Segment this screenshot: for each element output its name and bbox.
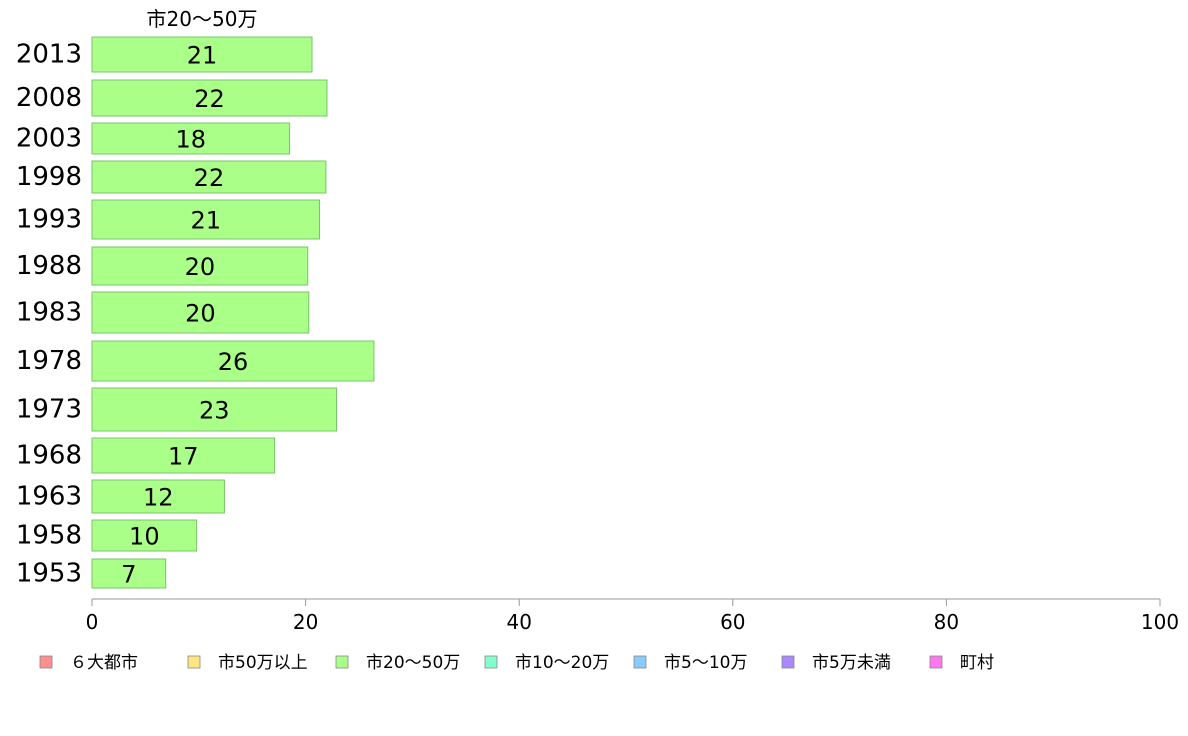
y-tick-label: 1983 xyxy=(16,298,82,328)
bar-1968 xyxy=(91,437,276,474)
legend-swatch xyxy=(335,655,349,669)
bar-1963 xyxy=(91,479,225,514)
data-label: 21 xyxy=(190,207,221,235)
data-label: 17 xyxy=(168,443,199,471)
legend-label: 市10～20万 xyxy=(515,653,609,673)
x-tick-label: 80 xyxy=(934,610,959,634)
legend-swatch xyxy=(484,655,498,669)
x-tick-label: 20 xyxy=(293,610,318,634)
bar-2003 xyxy=(91,122,291,155)
y-tick-label: 1993 xyxy=(16,205,82,235)
series-title: 市20～50万 xyxy=(147,7,258,31)
x-tick-label: 60 xyxy=(720,610,745,634)
legend-label: 市5～10万 xyxy=(664,653,747,673)
bar-1983 xyxy=(91,291,310,334)
bar-1978 xyxy=(91,340,375,382)
legend-label: 市20～50万 xyxy=(366,653,460,673)
legend: ６大都市 市50万以上 市20～50万 市10～20万 市5～10万 市5万未満 町村 xyxy=(39,653,994,673)
y-tick-label: 1998 xyxy=(16,162,82,192)
x-tick-label: 0 xyxy=(86,610,99,634)
y-tick-label: 1968 xyxy=(16,441,82,471)
legend-swatch xyxy=(929,655,943,669)
bar-1998 xyxy=(91,160,327,194)
y-tick-label: 1978 xyxy=(16,346,82,376)
legend-swatch xyxy=(633,655,647,669)
data-label: 18 xyxy=(176,126,207,154)
x-tick-label: 40 xyxy=(506,610,531,634)
bar-1953 xyxy=(91,558,167,589)
legend-label: 市5万未満 xyxy=(812,653,891,673)
y-tick-label: 2003 xyxy=(16,124,82,154)
bar-1958 xyxy=(91,519,198,552)
y-tick-label: 2008 xyxy=(16,83,82,113)
legend-swatch xyxy=(781,655,795,669)
data-label: 22 xyxy=(194,85,225,113)
bar-2008 xyxy=(91,79,328,117)
bar-1973 xyxy=(91,387,338,432)
data-label: 20 xyxy=(185,253,216,281)
x-axis: 0 20 40 60 80 100 xyxy=(86,598,1179,634)
y-tick-label: 2013 xyxy=(16,40,82,70)
legend-swatch xyxy=(39,655,53,669)
data-label: 12 xyxy=(143,484,174,512)
data-label: 7 xyxy=(121,561,136,589)
legend-label: ６大都市 xyxy=(70,653,138,673)
y-tick-label: 1953 xyxy=(16,559,82,589)
legend-swatch xyxy=(187,655,201,669)
bar-1988 xyxy=(91,246,309,286)
data-label: 20 xyxy=(185,300,216,328)
y-tick-label: 1963 xyxy=(16,482,82,512)
data-label: 23 xyxy=(199,397,230,425)
data-label: 21 xyxy=(187,42,218,70)
data-label: 22 xyxy=(194,164,225,192)
y-tick-label: 1958 xyxy=(16,521,82,551)
y-tick-label: 1988 xyxy=(16,251,82,281)
data-label: 10 xyxy=(129,523,160,551)
x-tick-label: 100 xyxy=(1141,610,1179,634)
bar-1993 xyxy=(91,199,320,240)
legend-label: 市50万以上 xyxy=(218,653,308,673)
bars-group: 2013 21 2008 22 2003 18 1998 22 1993 21 1988 20 1983… xyxy=(16,36,375,589)
y-tick-label: 1973 xyxy=(16,395,82,425)
bar-2013 xyxy=(91,36,313,73)
legend-label: 町村 xyxy=(960,653,994,673)
data-label: 26 xyxy=(218,348,249,376)
